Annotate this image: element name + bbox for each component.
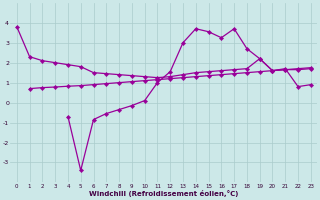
X-axis label: Windchill (Refroidissement éolien,°C): Windchill (Refroidissement éolien,°C) xyxy=(89,190,238,197)
